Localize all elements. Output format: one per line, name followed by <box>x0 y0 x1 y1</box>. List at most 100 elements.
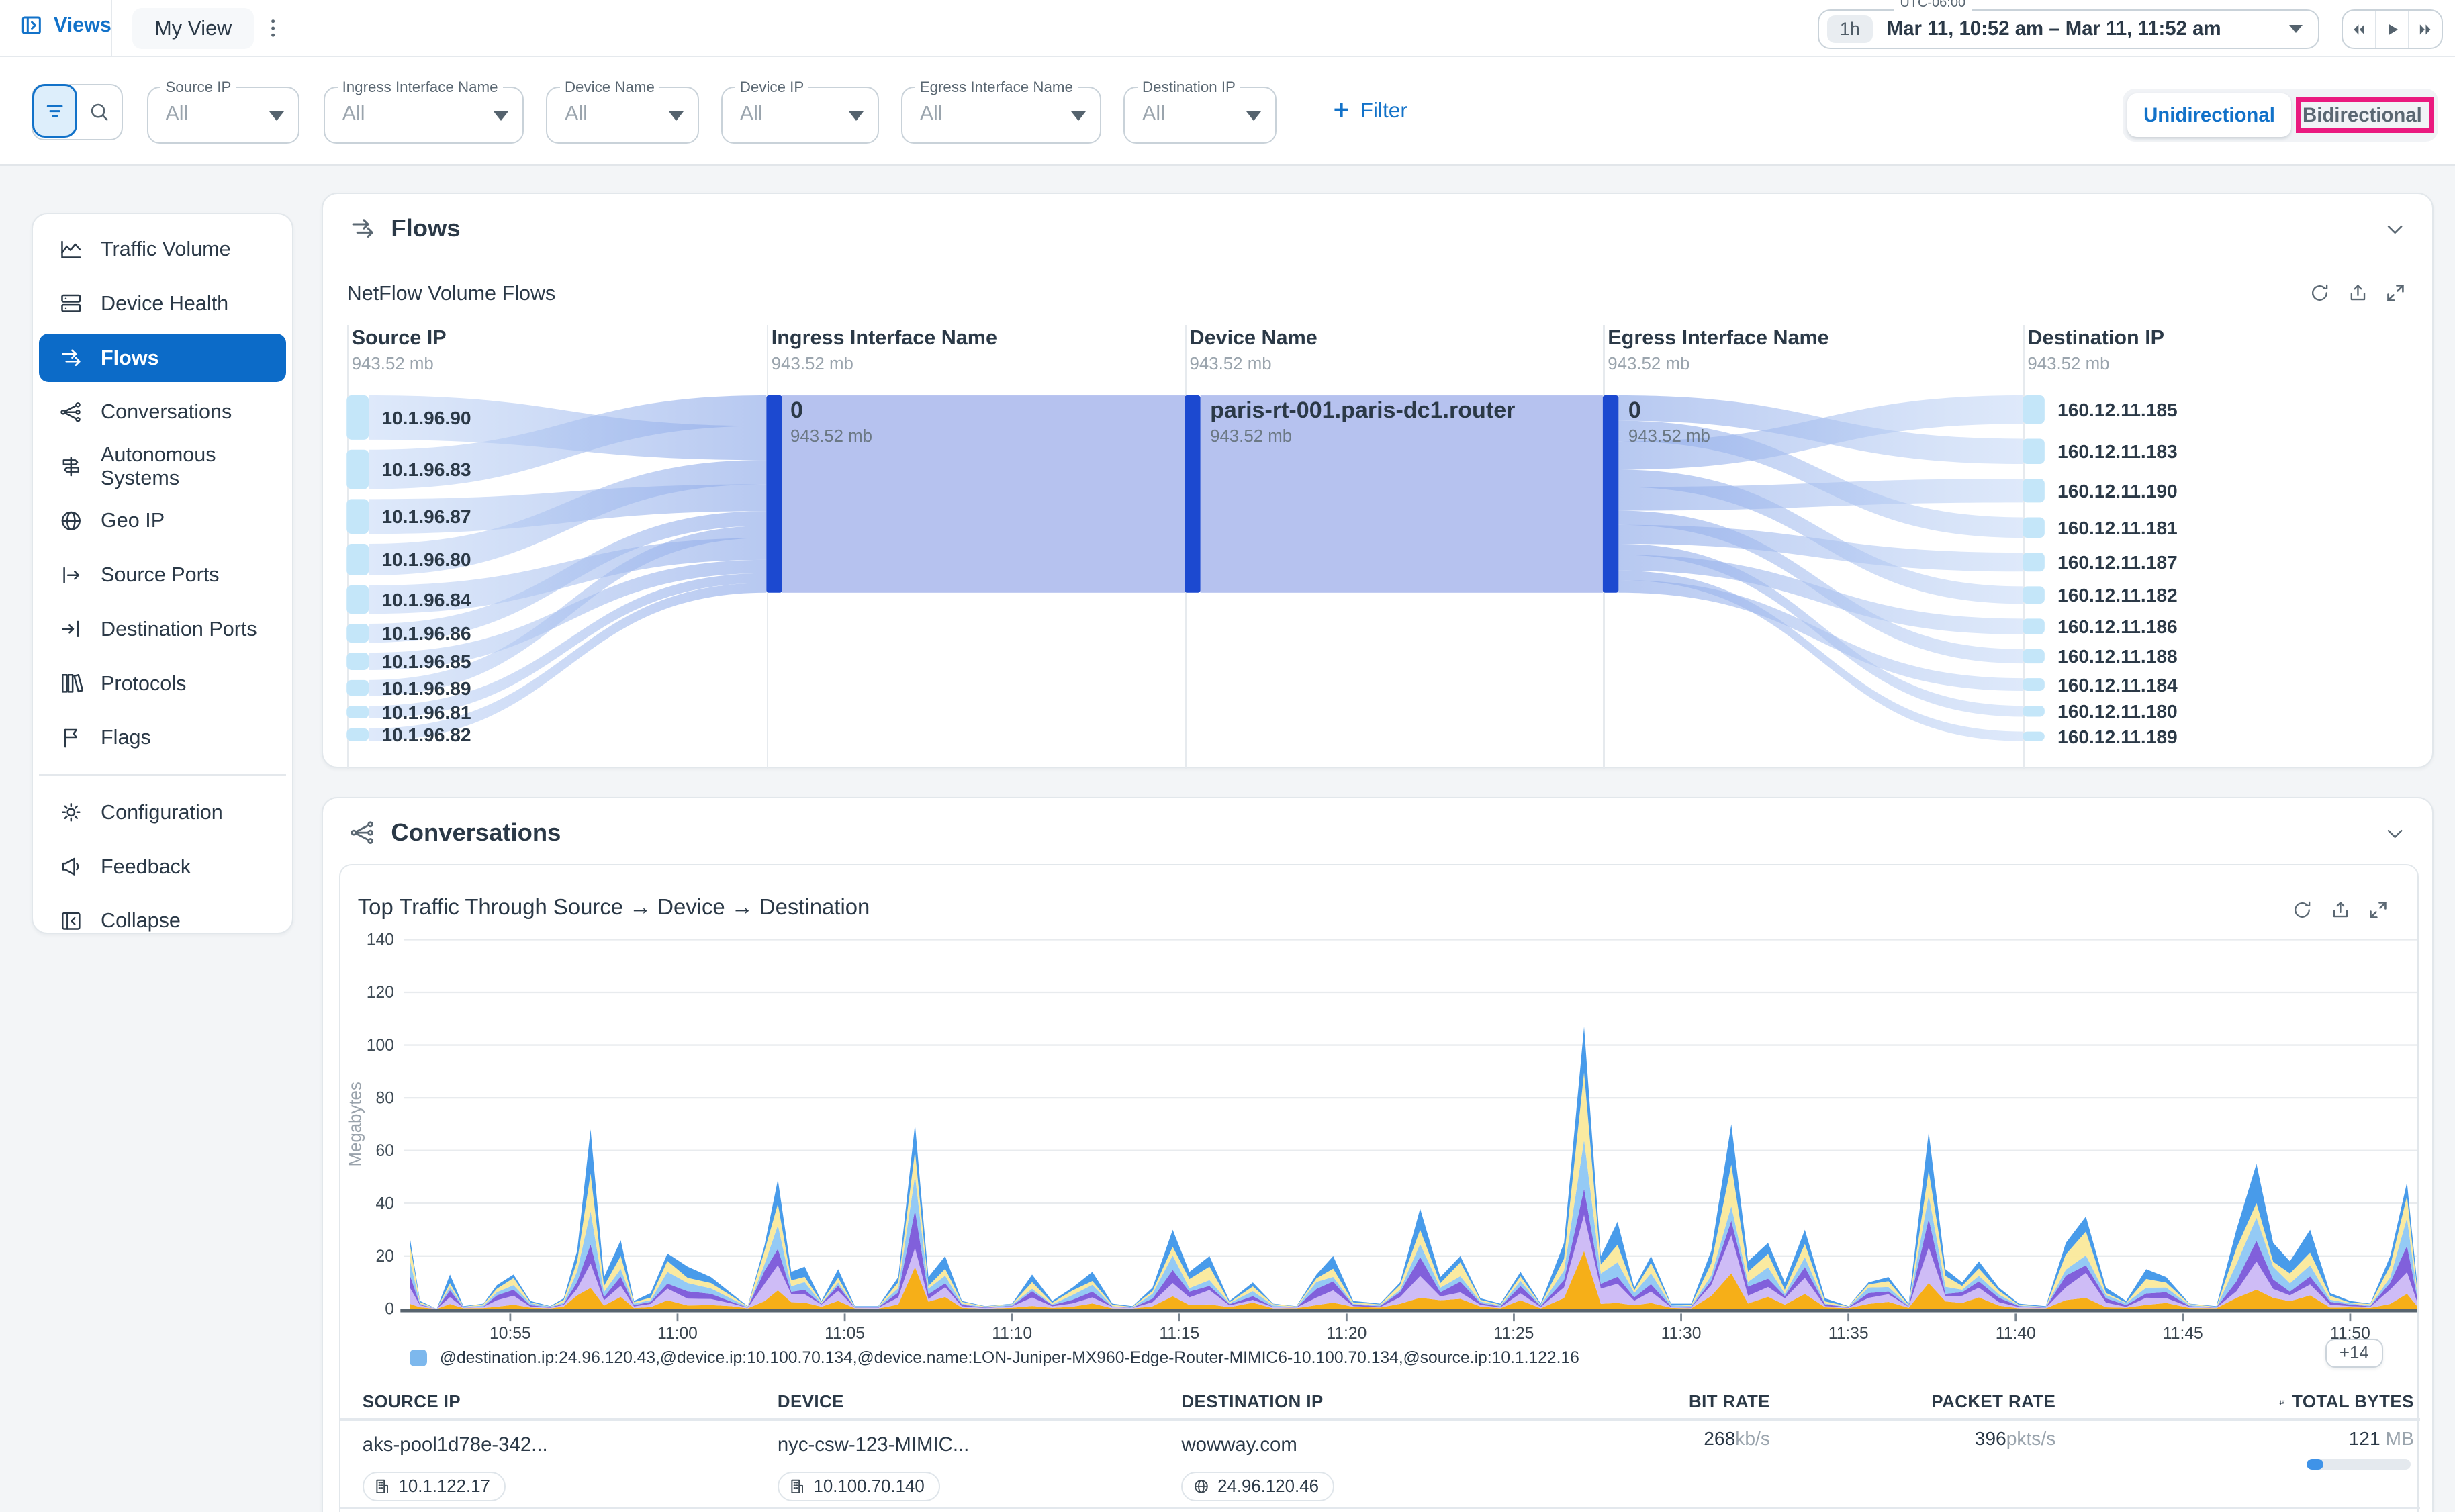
globe-icon <box>1193 1478 1210 1495</box>
table-header-destination-ip: DESTINATION IP <box>1181 1392 1324 1412</box>
sankey-destination-160-12-11-187[interactable]: 160.12.11.187 <box>2057 551 2178 573</box>
expand-icon[interactable] <box>2367 899 2389 921</box>
sidebar-item-device-health[interactable]: Device Health <box>39 277 285 331</box>
row-device-name[interactable]: nyc-csw-123-MIMIC... <box>777 1433 970 1456</box>
add-filter-button[interactable]: + Filter <box>1333 95 1407 125</box>
sankey-destination-160-12-11-189[interactable]: 160.12.11.189 <box>2057 725 2178 747</box>
expand-icon[interactable] <box>2384 282 2407 304</box>
tab-my-view[interactable]: My View <box>132 7 254 49</box>
sidebar-item-destination-ports[interactable]: Destination Ports <box>39 602 285 657</box>
svg-text:11:25: 11:25 <box>1493 1325 1534 1342</box>
collapse-flows-chevron-icon[interactable] <box>2383 218 2407 241</box>
view-options-kebab-icon[interactable] <box>256 9 291 47</box>
column-header-destination-ip: Destination IP 943.52 mb <box>2027 326 2165 374</box>
flows-toolbar <box>2309 282 2407 304</box>
sidebar-item-label: Collapse <box>101 909 181 933</box>
svg-text:11:20: 11:20 <box>1326 1325 1367 1342</box>
sidebar-item-configuration[interactable]: Configuration <box>39 786 285 840</box>
stacked-area-chart[interactable]: 0 20 40 60 80 100 120 140 Megabytes 10:55 11:00 11:… <box>340 929 2420 1342</box>
collapse-conversations-chevron-icon[interactable] <box>2383 822 2407 845</box>
sankey-diagram[interactable] <box>323 391 2434 769</box>
source-ip-dropdown[interactable]: Source IP All <box>146 79 300 144</box>
sankey-destination-160-12-11-188[interactable]: 160.12.11.188 <box>2057 645 2178 667</box>
refresh-icon[interactable] <box>2291 899 2313 921</box>
sankey-destination-160-12-11-185[interactable]: 160.12.11.185 <box>2057 399 2178 421</box>
sankey-source-10-1-96-90[interactable]: 10.1.96.90 <box>381 406 471 428</box>
ingress-interface-dropdown[interactable]: Ingress Interface Name All <box>323 79 524 144</box>
svg-text:Megabytes: Megabytes <box>346 1082 365 1167</box>
device-ip-chip[interactable]: 10.100.70.140 <box>777 1471 940 1502</box>
search-button[interactable] <box>77 85 122 139</box>
sidebar-item-label: Geo IP <box>101 509 165 532</box>
sankey-source-10-1-96-87[interactable]: 10.1.96.87 <box>381 506 471 528</box>
svg-text:11:40: 11:40 <box>1996 1325 2036 1342</box>
sankey-destination-160-12-11-186[interactable]: 160.12.11.186 <box>2057 616 2178 638</box>
protocols-icon <box>58 671 84 696</box>
table-header-total-bytes[interactable]: TOTAL BYTES <box>2278 1392 2414 1412</box>
legend-overflow-badge[interactable]: +14 <box>2325 1339 2383 1368</box>
device-node-label[interactable]: paris-rt-001.paris-dc1.router 943.52 mb <box>1210 397 1516 446</box>
chevron-down-icon <box>1246 111 1261 122</box>
sidebar-item-label: Traffic Volume <box>101 237 231 261</box>
chevron-down-icon <box>668 111 684 122</box>
sidebar-item-flows[interactable]: Flows <box>39 333 286 383</box>
destination-ip-dropdown[interactable]: Destination IP All <box>1123 79 1277 144</box>
svg-text:0: 0 <box>385 1301 394 1319</box>
time-range-picker[interactable]: 1h Mar 11, 10:52 am – Mar 11, 11:52 am <box>1818 9 2320 49</box>
device-name-dropdown[interactable]: Device Name All <box>546 79 700 144</box>
table-divider <box>340 1417 2421 1421</box>
sidebar-item-feedback[interactable]: Feedback <box>39 840 285 894</box>
playback-controls <box>2342 9 2443 49</box>
filter-toggle-button[interactable] <box>32 84 77 138</box>
column-separator <box>2023 324 2025 770</box>
export-icon[interactable] <box>2347 282 2369 304</box>
sidebar-item-protocols[interactable]: Protocols <box>39 657 285 711</box>
sankey-source-10-1-96-82[interactable]: 10.1.96.82 <box>381 724 471 746</box>
sidebar-item-label: Conversations <box>101 400 232 424</box>
sidebar-item-geo-ip[interactable]: Geo IP <box>39 493 285 548</box>
row-source-name[interactable]: aks-pool1d78e-342... <box>362 1433 548 1456</box>
step-forward-button[interactable] <box>2408 11 2441 48</box>
sidebar-item-collapse[interactable]: Collapse <box>39 894 285 948</box>
refresh-icon[interactable] <box>2309 282 2331 304</box>
sankey-source-10-1-96-84[interactable]: 10.1.96.84 <box>381 588 471 610</box>
sidebar-item-flags[interactable]: Flags <box>39 710 285 765</box>
egress-interface-dropdown[interactable]: Egress Interface Name All <box>900 79 1102 144</box>
sankey-source-10-1-96-86[interactable]: 10.1.96.86 <box>381 622 471 645</box>
sankey-source-10-1-96-81[interactable]: 10.1.96.81 <box>381 701 471 723</box>
sankey-destination-160-12-11-184[interactable]: 160.12.11.184 <box>2057 673 2178 696</box>
flows-icon <box>349 214 377 242</box>
device-ip-dropdown[interactable]: Device IP All <box>721 79 879 144</box>
sankey-destination-160-12-11-190[interactable]: 160.12.11.190 <box>2057 479 2178 502</box>
sankey-destination-160-12-11-180[interactable]: 160.12.11.180 <box>2057 700 2178 722</box>
egress-node-label[interactable]: 0 943.52 mb <box>1628 397 1710 446</box>
svg-text:140: 140 <box>367 931 394 949</box>
sankey-source-10-1-96-83[interactable]: 10.1.96.83 <box>381 459 471 481</box>
unidirectional-button[interactable]: Unidirectional <box>2127 93 2292 138</box>
play-button[interactable] <box>2374 11 2408 48</box>
views-button[interactable]: Views <box>19 13 111 38</box>
sankey-destination-160-12-11-182[interactable]: 160.12.11.182 <box>2057 584 2178 606</box>
sidebar-item-label: Flags <box>101 726 151 749</box>
sidebar-item-conversations[interactable]: Conversations <box>39 385 285 439</box>
column-header-device: Device Name 943.52 mb <box>1189 326 1317 374</box>
ingress-node-label[interactable]: 0 943.52 mb <box>790 397 873 446</box>
sidebar-item-traffic-volume[interactable]: Traffic Volume <box>39 222 285 277</box>
sankey-source-10-1-96-80[interactable]: 10.1.96.80 <box>381 549 471 571</box>
row-destination-name[interactable]: wowway.com <box>1181 1433 1297 1456</box>
bidirectional-button[interactable]: Bidirectional <box>2291 97 2434 133</box>
step-back-button[interactable] <box>2343 11 2374 48</box>
sidebar-item-source-ports[interactable]: Source Ports <box>39 548 285 602</box>
sankey-destination-160-12-11-183[interactable]: 160.12.11.183 <box>2057 440 2178 463</box>
sankey-source-10-1-96-85[interactable]: 10.1.96.85 <box>381 651 471 672</box>
source-ip-chip[interactable]: 10.1.122.17 <box>362 1471 506 1502</box>
row-bit-rate: 268kb/s <box>1704 1427 1770 1450</box>
sankey-source-10-1-96-89[interactable]: 10.1.96.89 <box>381 677 471 699</box>
destination-ip-chip[interactable]: 24.96.120.46 <box>1181 1471 1335 1502</box>
sidebar-item-autonomous-systems[interactable]: Autonomous Systems <box>39 439 285 493</box>
timezone-label: UTC-06:00 <box>1894 0 1972 11</box>
sankey-destination-160-12-11-181[interactable]: 160.12.11.181 <box>2057 516 2178 538</box>
export-icon[interactable] <box>2329 899 2352 921</box>
geo-ip-icon <box>58 508 84 534</box>
